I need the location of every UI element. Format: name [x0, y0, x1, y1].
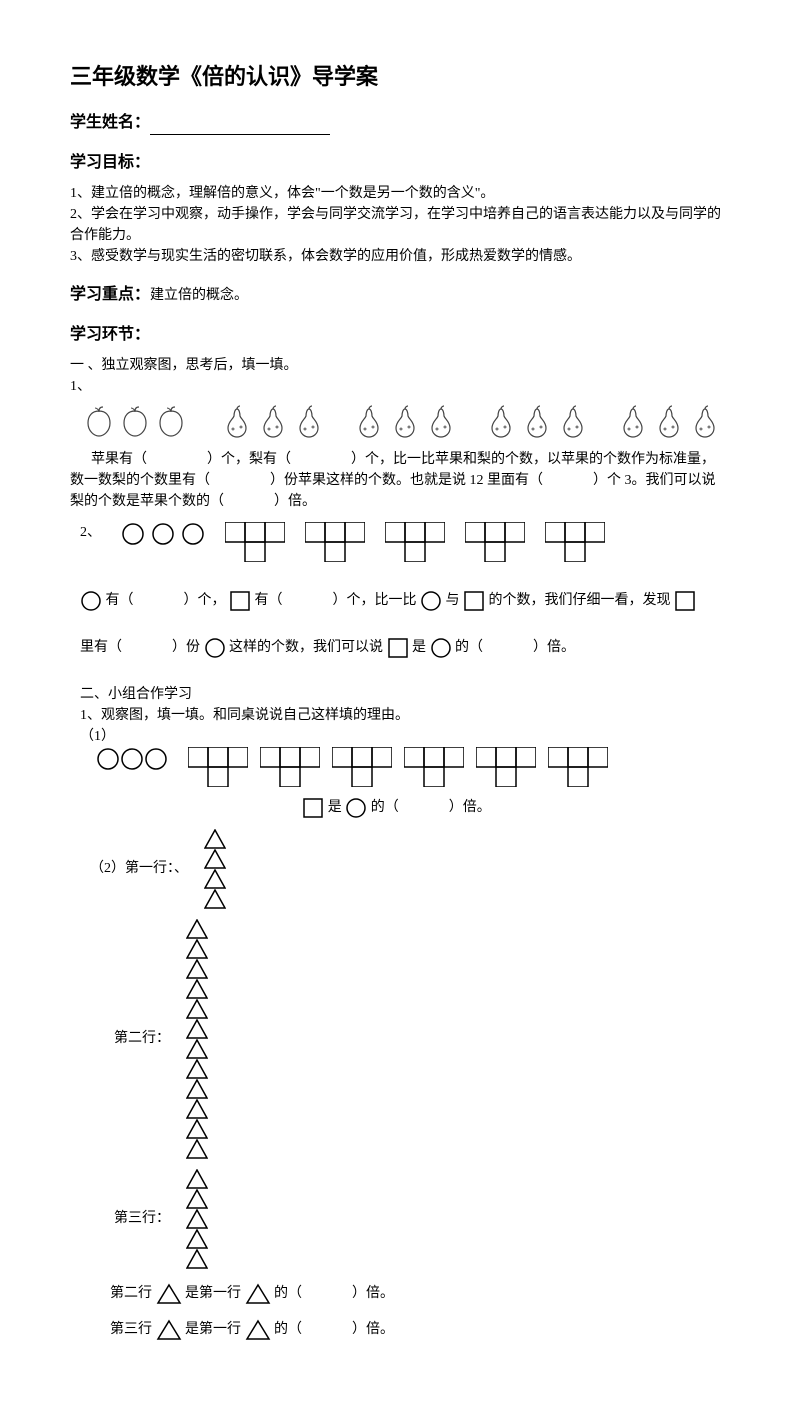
- goals-list: 1、建立倍的概念，理解倍的意义，体会"一个数是另一个数的含义"。 2、学会在学习…: [70, 183, 723, 267]
- goal-item: 3、感受数学与现实生活的密切联系，体会数学的应用价值，形成热爱数学的情感。: [70, 246, 723, 267]
- p1-text: 是 的（ ）倍。: [70, 797, 723, 819]
- q1-label: 1、: [70, 376, 723, 397]
- circle-icon: [430, 637, 452, 659]
- q2-tblocks: [225, 522, 605, 562]
- name-input-line[interactable]: [150, 117, 330, 135]
- t: 的个数，我们仔细一看，发现: [489, 593, 671, 608]
- t: 这样的个数，我们可以说: [229, 640, 383, 655]
- name-label-text: 学生姓名：: [70, 114, 150, 131]
- t: 的（: [371, 800, 399, 815]
- q2-label: 2、: [80, 522, 101, 543]
- t: 的（: [274, 1322, 302, 1337]
- focus-label: 学习重点：: [70, 286, 150, 303]
- apple-group: [82, 405, 188, 439]
- q2-text2: 里有（ ）份 这样的个数，我们可以说 是 的（ ）倍。: [80, 633, 723, 664]
- q2-text1: 有（ ）个， 有（ ）个，比一比 与 的个数，我们仔细一看，发现: [80, 586, 723, 617]
- t: 里有（: [80, 640, 122, 655]
- t: 的（: [274, 1286, 302, 1301]
- square-icon: [229, 590, 251, 612]
- circle-icon: [80, 590, 102, 612]
- triangles: [204, 829, 226, 909]
- tri-row-2: 第二行：: [90, 919, 723, 1159]
- t: ）倍。: [274, 494, 316, 509]
- steps-heading: 学习环节：: [70, 323, 723, 347]
- t: ）倍。: [449, 800, 491, 815]
- triangle-icon: [156, 1283, 182, 1305]
- triangles: [186, 1169, 208, 1269]
- t: 与: [446, 593, 460, 608]
- triangle-icon: [245, 1319, 271, 1341]
- focus-text: 建立倍的概念。: [150, 288, 248, 303]
- t: 是第一行: [185, 1286, 241, 1301]
- p1-circles: [96, 747, 168, 771]
- circle-icon: [420, 590, 442, 612]
- p1-tblocks: [188, 747, 608, 787]
- t: 第二行: [110, 1286, 152, 1301]
- t: ）倍。: [533, 640, 575, 655]
- row-label: 第三行：: [90, 1208, 170, 1229]
- circle-icon: [204, 637, 226, 659]
- triangle-icon: [156, 1319, 182, 1341]
- p1-row: [96, 747, 723, 787]
- t: 的（: [455, 640, 483, 655]
- t: 是: [412, 640, 426, 655]
- t: 苹果有（: [91, 452, 147, 467]
- t: ）倍。: [352, 1286, 394, 1301]
- tri-row-1: （2）第一行：、: [90, 829, 723, 909]
- t: ）个，比一比: [333, 593, 417, 608]
- triangles: [186, 919, 208, 1159]
- t: 是第一行: [185, 1322, 241, 1337]
- t: ）个，: [184, 593, 226, 608]
- square-icon: [387, 637, 409, 659]
- t: 第三行: [110, 1322, 152, 1337]
- t: 是: [328, 800, 342, 815]
- section1-intro: 一 、独立观察图，思考后，填一填。: [70, 355, 723, 376]
- row-label: （2）第一行：、: [90, 858, 188, 879]
- row-label: 第二行：: [90, 1028, 170, 1049]
- circle-icon: [345, 797, 367, 819]
- goal-item: 1、建立倍的概念，理解倍的意义，体会"一个数是另一个数的含义"。: [70, 183, 723, 204]
- page-title: 三年级数学《倍的认识》导学案: [70, 60, 723, 93]
- goals-heading: 学习目标：: [70, 151, 723, 175]
- q1-text: 苹果有（）个，梨有（）个，比一比苹果和梨的个数，以苹果的个数作为标准量，数一数梨…: [70, 449, 723, 512]
- tri-row-3: 第三行：: [90, 1169, 723, 1269]
- triangle-icon: [245, 1283, 271, 1305]
- q2-circles: [121, 522, 205, 546]
- square-icon: [463, 590, 485, 612]
- square-icon: [302, 797, 324, 819]
- section2-sub1: 1、观察图，填一填。和同桌说说自己这样填的理由。: [80, 705, 723, 726]
- section2-intro: 二、小组合作学习: [80, 684, 723, 705]
- t: ）个，梨有（: [207, 452, 291, 467]
- pear-groups: [220, 405, 722, 439]
- t: ）份苹果这样的个数。也就是说 12 里面有（: [270, 473, 543, 488]
- p1-label: （1）: [80, 726, 723, 747]
- t: 有（: [255, 593, 283, 608]
- t: ）份: [172, 640, 200, 655]
- square-icon: [674, 590, 696, 612]
- t: ）倍。: [352, 1322, 394, 1337]
- q2-row: 2、: [80, 522, 723, 562]
- q-row2: 第二行 是第一行 的（ ）倍。: [110, 1283, 723, 1305]
- q1-shapes-row: [82, 405, 723, 439]
- t: 有（: [106, 593, 134, 608]
- goal-item: 2、学会在学习中观察，动手操作，学会与同学交流学习，在学习中培养自己的语言表达能…: [70, 204, 723, 246]
- student-name-label: 学生姓名：: [70, 111, 723, 135]
- q-row3: 第三行 是第一行 的（ ）倍。: [110, 1319, 723, 1341]
